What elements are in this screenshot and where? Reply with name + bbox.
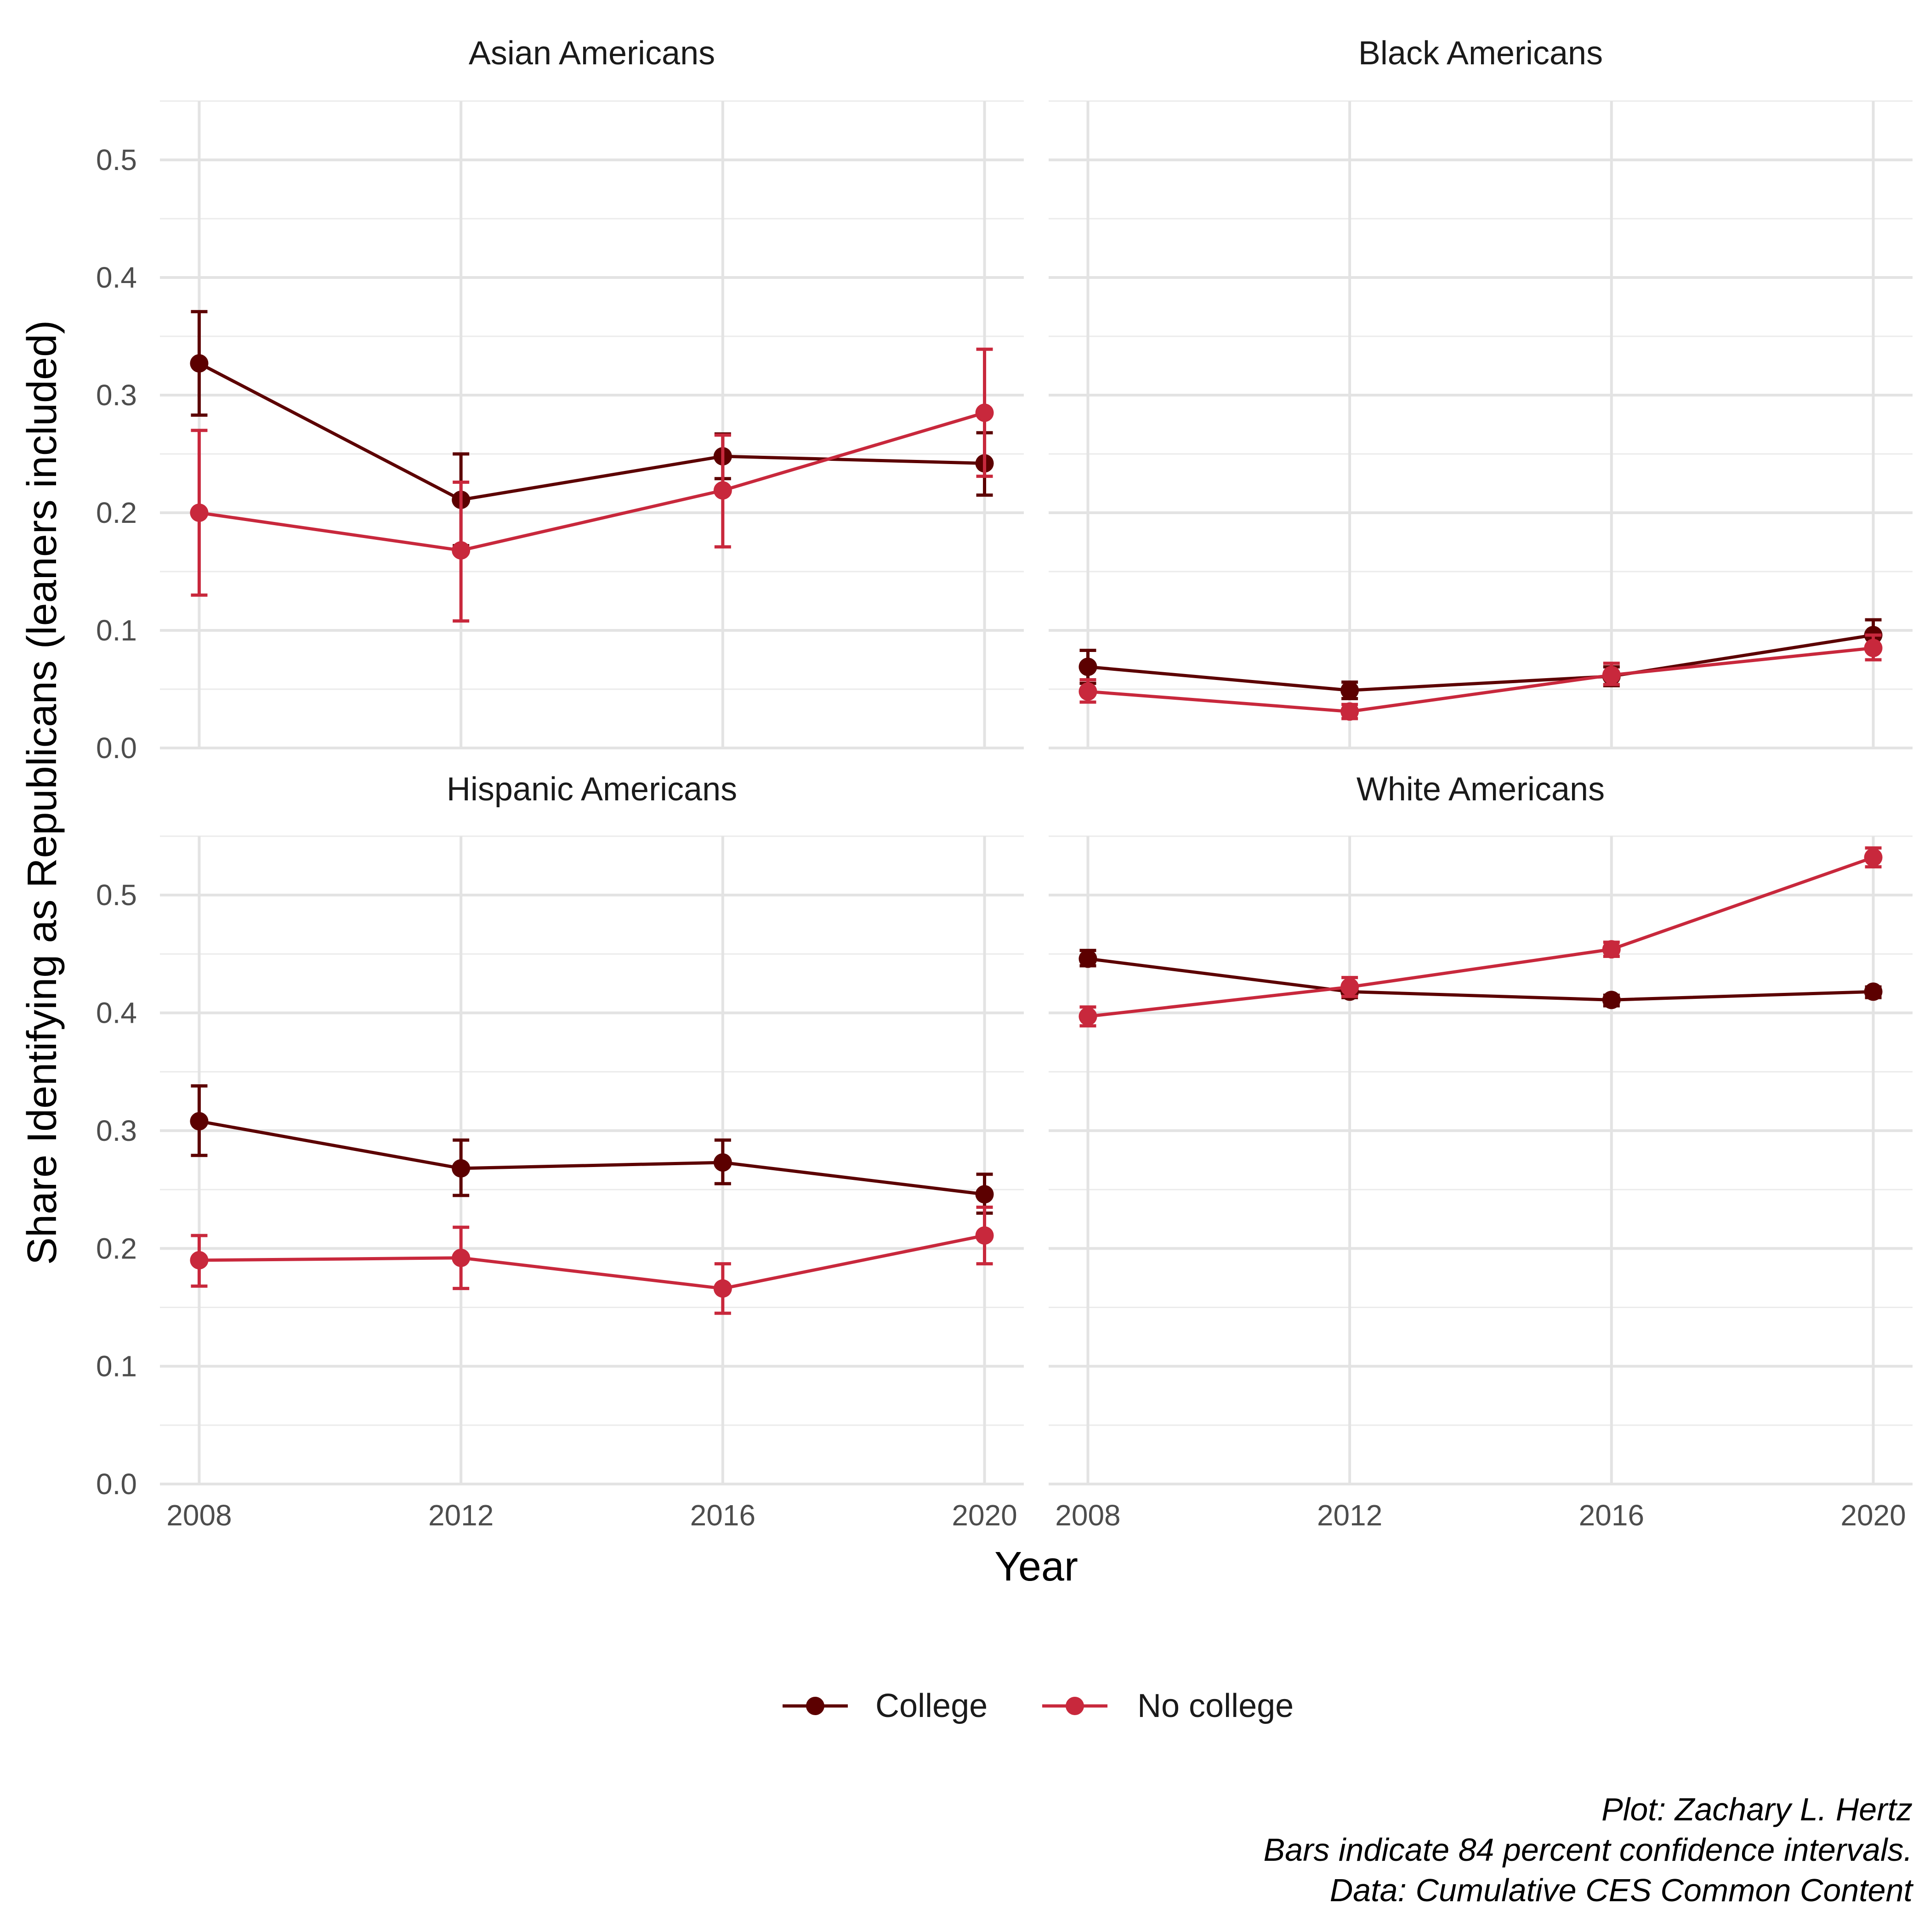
legend-key-point xyxy=(806,1697,824,1715)
series-line xyxy=(198,362,985,502)
data-point xyxy=(1864,982,1883,1001)
panel-title: White Americans xyxy=(1357,771,1605,808)
x-tick-label: 2012 xyxy=(1317,1499,1382,1532)
series-line xyxy=(1088,957,1873,1002)
legend-key-point xyxy=(1066,1697,1084,1715)
data-point xyxy=(190,1251,209,1269)
data-point xyxy=(713,481,732,500)
y-tick-label: 0.2 xyxy=(96,1232,137,1265)
caption-line: Bars indicate 84 percent confidence inte… xyxy=(1264,1832,1913,1868)
data-point xyxy=(1079,682,1097,701)
legend-label: No college xyxy=(1137,1688,1294,1724)
x-axis-title: Year xyxy=(994,1544,1078,1590)
data-point xyxy=(1602,991,1621,1009)
data-point xyxy=(713,1279,732,1298)
panel-hispanic-americans: Hispanic Americans 0.0 0.1 0.2 0.3 0.4 0.5 2008… xyxy=(96,771,1024,1532)
y-axis-title: Share Identifying as Republicans (leaner… xyxy=(19,320,65,1265)
series-line xyxy=(199,1234,985,1290)
data-point xyxy=(1079,1007,1097,1026)
x-tick-label: 2012 xyxy=(428,1499,494,1532)
data-point xyxy=(1340,702,1359,721)
y-tick-label: 0.0 xyxy=(96,731,137,765)
x-tick-label: 2016 xyxy=(1579,1499,1644,1532)
x-tick-label: 2008 xyxy=(166,1499,232,1532)
series-no-college xyxy=(1079,846,1883,1028)
data-point xyxy=(1602,666,1621,685)
caption-line: Data: Cumulative CES Common Content xyxy=(1330,1872,1914,1908)
panel-asian-americans: Asian Americans 0.0 0.1 0.2 0.3 0.4 0.5 xyxy=(96,35,1024,765)
data-point xyxy=(1864,848,1883,867)
data-point xyxy=(190,1112,209,1131)
panel-title: Asian Americans xyxy=(469,35,715,72)
y-tick-label: 0.3 xyxy=(96,1114,137,1147)
y-tick-label: 0.5 xyxy=(96,878,137,912)
y-tick-label: 0.1 xyxy=(96,614,137,647)
data-point xyxy=(1864,639,1883,657)
data-point xyxy=(1340,978,1359,997)
panel-title: Hispanic Americans xyxy=(447,771,737,808)
data-point xyxy=(1340,681,1359,700)
y-tick-label: 0.3 xyxy=(96,379,137,412)
series-college xyxy=(190,310,994,548)
panel-black-americans: Black Americans xyxy=(1049,35,1913,749)
legend: College No college xyxy=(783,1688,1294,1724)
x-tick-label: 2020 xyxy=(952,1499,1017,1532)
x-tick-label: 2016 xyxy=(690,1499,755,1532)
series-no-college xyxy=(190,347,994,623)
series-line xyxy=(199,411,985,552)
data-point xyxy=(1079,949,1097,968)
legend-item-no-college: No college xyxy=(1042,1688,1294,1724)
series-line xyxy=(199,1119,985,1196)
data-point xyxy=(452,541,471,560)
legend-item-college: College xyxy=(783,1688,988,1724)
series-college xyxy=(190,1084,994,1215)
panel-title: Black Americans xyxy=(1358,35,1603,72)
y-tick-label: 0.2 xyxy=(96,496,137,529)
panel-white-americans: White Americans 2008 2012 2016 2020 xyxy=(1049,771,1913,1532)
data-point xyxy=(1079,657,1097,676)
series-college xyxy=(1079,949,1883,1009)
x-tick-label: 2020 xyxy=(1840,1499,1906,1532)
data-point xyxy=(1602,940,1621,959)
y-tick-label: 0.0 xyxy=(96,1467,137,1501)
data-point xyxy=(975,1185,994,1204)
y-tick-label: 0.4 xyxy=(96,261,137,294)
data-point xyxy=(190,354,209,373)
series-line xyxy=(1088,856,1874,1018)
data-point xyxy=(713,1153,732,1172)
y-tick-label: 0.4 xyxy=(96,997,137,1030)
y-tick-label: 0.1 xyxy=(96,1350,137,1383)
data-point xyxy=(452,1159,471,1178)
legend-label: College xyxy=(875,1688,988,1724)
data-point xyxy=(190,504,209,522)
data-point xyxy=(452,1248,471,1267)
series-no-college xyxy=(1079,633,1883,721)
x-tick-label: 2008 xyxy=(1055,1499,1120,1532)
series-line xyxy=(1088,633,1874,692)
y-tick-label: 0.5 xyxy=(96,143,137,176)
series-line xyxy=(1088,646,1873,714)
data-point xyxy=(975,1226,994,1245)
series-no-college xyxy=(190,1206,994,1315)
caption-line: Plot: Zachary L. Hertz xyxy=(1601,1791,1913,1827)
data-point xyxy=(975,403,994,422)
